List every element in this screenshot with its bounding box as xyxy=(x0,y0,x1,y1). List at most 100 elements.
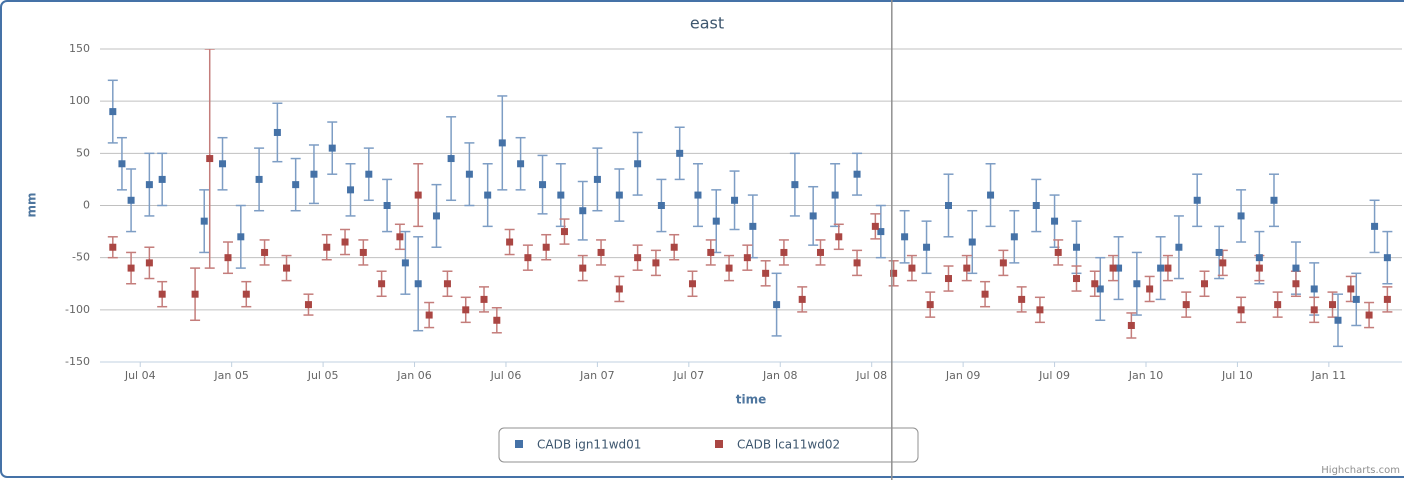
y-tick-label: -50 xyxy=(72,251,90,264)
point xyxy=(593,175,601,183)
legend-symbol xyxy=(515,440,523,448)
point xyxy=(219,160,227,168)
point xyxy=(853,170,861,178)
x-tick-label: Jul 07 xyxy=(672,369,704,382)
chart-title: east xyxy=(690,14,724,33)
point xyxy=(944,202,952,209)
point xyxy=(255,175,263,183)
point xyxy=(1193,196,1201,204)
legend-symbol xyxy=(715,440,723,448)
point xyxy=(579,207,587,215)
point xyxy=(158,290,166,298)
point xyxy=(853,259,861,267)
point xyxy=(1292,280,1300,288)
point xyxy=(652,259,660,267)
point xyxy=(1237,306,1245,314)
point xyxy=(831,191,839,199)
point xyxy=(283,264,291,272)
point xyxy=(539,181,547,189)
point xyxy=(634,254,642,262)
point xyxy=(557,191,565,199)
point xyxy=(1010,233,1018,241)
point xyxy=(443,280,451,288)
point xyxy=(1051,217,1059,225)
point xyxy=(1255,264,1263,272)
point xyxy=(1115,264,1123,272)
point xyxy=(304,301,312,309)
point xyxy=(901,233,909,241)
point xyxy=(1109,264,1117,272)
point xyxy=(707,248,715,256)
point xyxy=(773,301,781,309)
x-tick-label: Jul 05 xyxy=(307,369,339,382)
y-tick-label: 100 xyxy=(69,94,90,107)
x-tick-label: Jan 05 xyxy=(213,369,248,382)
point xyxy=(1146,285,1154,293)
point xyxy=(480,295,488,303)
point xyxy=(657,202,665,209)
point xyxy=(359,248,367,256)
point xyxy=(347,186,355,194)
point xyxy=(493,316,501,324)
point xyxy=(1292,264,1300,272)
point xyxy=(323,243,331,251)
point xyxy=(1096,285,1104,293)
point xyxy=(968,238,976,246)
point xyxy=(206,155,214,163)
point xyxy=(1219,259,1227,267)
point xyxy=(944,275,952,283)
x-tick-label: Jul 08 xyxy=(855,369,887,382)
point xyxy=(731,196,739,204)
point xyxy=(923,243,931,251)
point xyxy=(109,243,117,251)
point xyxy=(432,212,440,220)
x-tick-label: Jan 07 xyxy=(579,369,614,382)
point xyxy=(1164,264,1172,272)
point xyxy=(1237,212,1245,220)
point xyxy=(1054,248,1062,256)
point xyxy=(676,149,684,157)
point xyxy=(401,259,409,267)
point xyxy=(694,191,702,199)
point xyxy=(506,238,514,246)
x-tick-label: Jul 04 xyxy=(124,369,156,382)
y-tick-label: 150 xyxy=(69,42,90,55)
x-axis-label: time xyxy=(736,393,767,407)
point xyxy=(1352,295,1360,303)
point xyxy=(809,212,817,220)
point xyxy=(127,196,135,204)
point xyxy=(365,170,373,178)
point xyxy=(688,280,696,288)
point xyxy=(798,295,806,303)
point xyxy=(517,160,525,168)
point xyxy=(1032,202,1040,209)
y-axis-label: mm xyxy=(25,192,39,217)
point xyxy=(762,269,770,277)
point xyxy=(1182,301,1190,309)
point xyxy=(484,191,492,199)
point xyxy=(963,264,971,272)
point xyxy=(615,191,623,199)
point xyxy=(1347,285,1355,293)
point xyxy=(118,160,126,168)
point xyxy=(908,264,916,272)
point xyxy=(1175,243,1183,251)
point xyxy=(273,128,281,136)
point xyxy=(1270,196,1278,204)
point xyxy=(414,191,422,199)
point xyxy=(877,228,885,236)
x-tick-label: Jan 06 xyxy=(396,369,431,382)
point xyxy=(791,181,799,189)
point xyxy=(145,259,153,267)
point xyxy=(1073,275,1080,283)
point xyxy=(261,248,269,256)
point xyxy=(1383,254,1391,262)
point xyxy=(1036,306,1044,314)
point xyxy=(237,233,245,241)
point xyxy=(725,264,733,272)
point xyxy=(378,280,386,288)
point xyxy=(999,259,1007,267)
point xyxy=(1215,248,1223,256)
